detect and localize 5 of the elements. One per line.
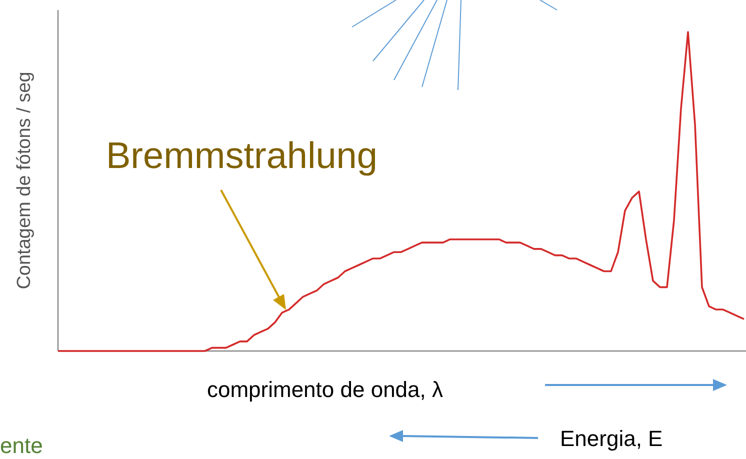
text: ente	[0, 433, 43, 458]
x-axis-title: comprimento de onda, λ	[206, 377, 444, 402]
y-axis-title: Contagem de fótons / seg	[14, 72, 35, 290]
annotation: Bremmstrahlung	[106, 135, 378, 176]
text: Energia, E	[560, 426, 663, 451]
